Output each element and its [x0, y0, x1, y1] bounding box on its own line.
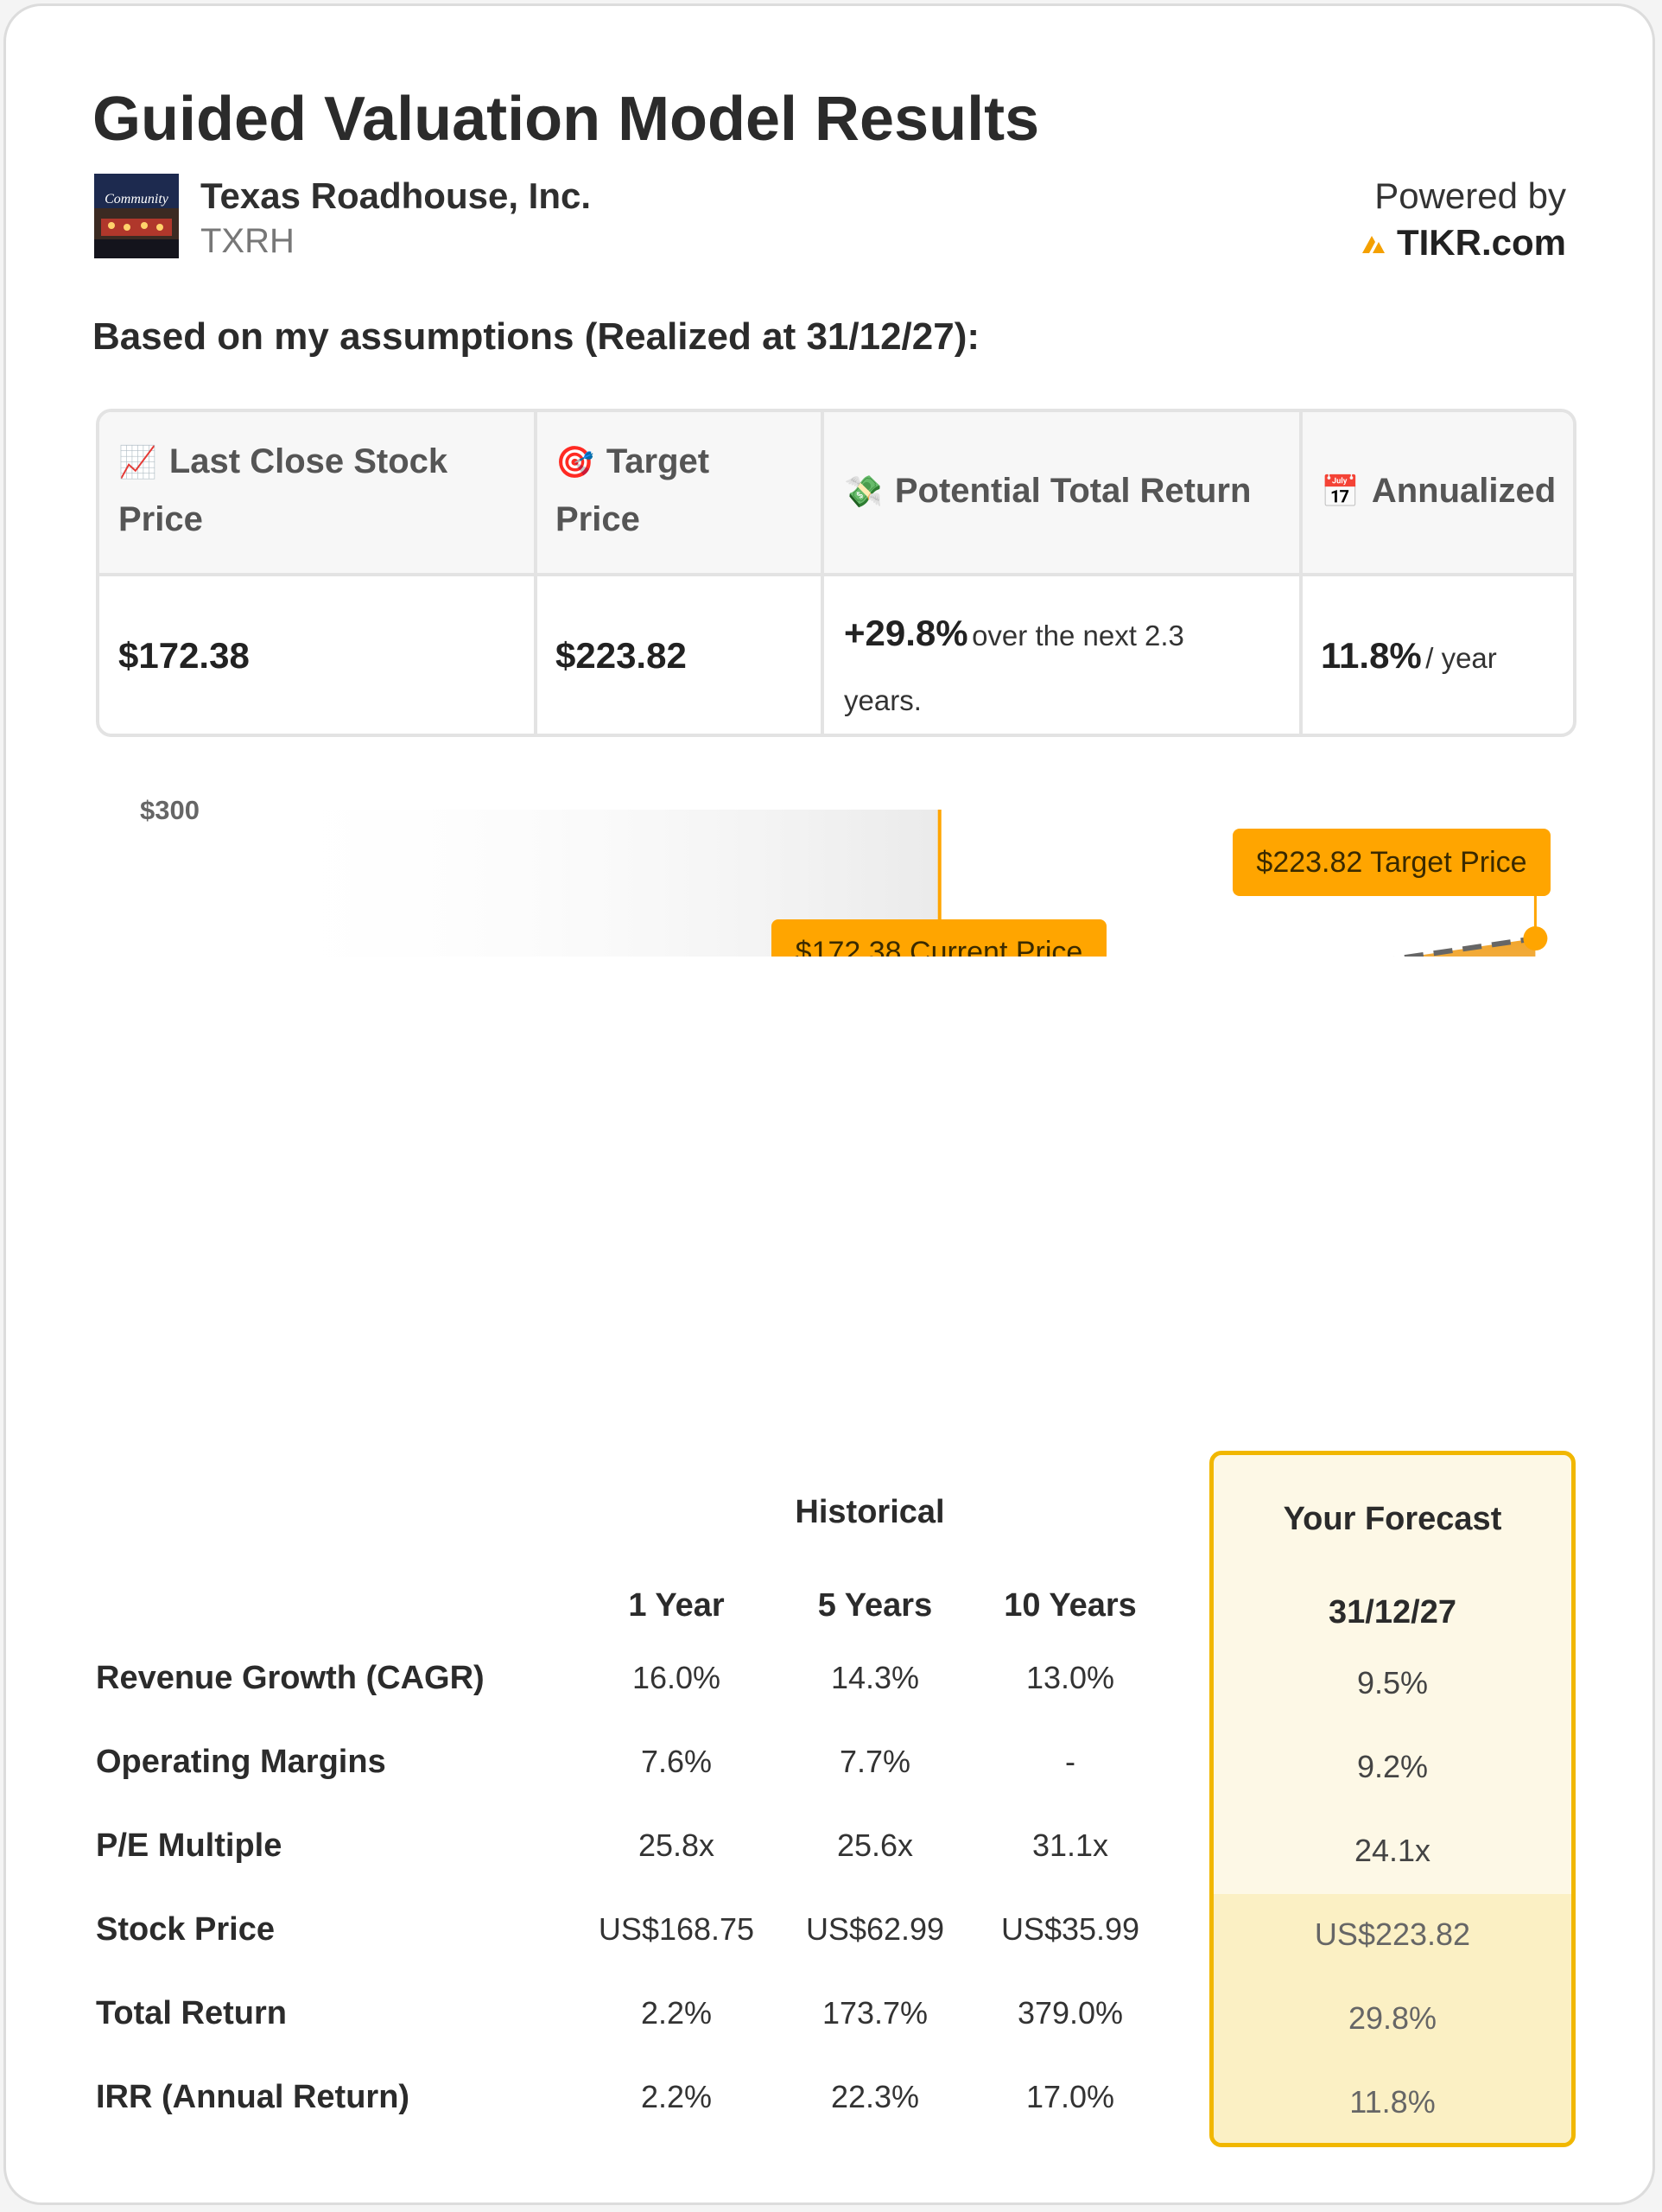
forecast-value: 11.8% — [1349, 2084, 1436, 2120]
historical-value: 2.2% — [640, 2079, 713, 2114]
forecast-value: 24.1x — [1354, 1833, 1431, 1868]
summary-divider — [99, 573, 1573, 576]
chart-increasing-icon: 📈 — [118, 444, 157, 480]
target-price-value: $223.82 — [555, 635, 687, 676]
brand-link[interactable]: TIKR.com — [1361, 222, 1566, 264]
summary-col-divider — [1299, 412, 1303, 734]
annualized-value: 11.8% / year — [1321, 635, 1497, 676]
forecast-value: US$223.82 — [1314, 1916, 1471, 1952]
row-label: Stock Price — [96, 1911, 275, 1948]
summary-col-divider — [821, 412, 824, 734]
row-label: Revenue Growth (CAGR) — [96, 1660, 485, 1696]
assumptions-subtitle: Based on my assumptions (Realized at 31/… — [92, 315, 980, 358]
forecast-value: 9.2% — [1356, 1749, 1429, 1784]
historical-value: - — [1065, 1744, 1075, 1779]
forecast-price-line — [1393, 936, 1536, 957]
historical-value: US$168.75 — [598, 1911, 755, 1947]
row-label: Total Return — [96, 1995, 287, 2031]
historical-value: US$62.99 — [805, 1911, 945, 1947]
summary-table: 📈 Last Close Stock Price 🎯 Target Price 💸 P… — [96, 409, 1576, 737]
summary-header-row — [99, 412, 1573, 573]
price-chart: $172.38 Current Price $223.82 Target Pric… — [140, 795, 1551, 957]
historical-value: 173.7% — [821, 1995, 929, 2031]
logo-text: Community — [105, 192, 169, 207]
forecast-value: 9.5% — [1356, 1665, 1429, 1700]
current-price-callout — [771, 919, 1107, 957]
summary-col-divider — [534, 412, 537, 734]
target-price-callout — [1233, 829, 1551, 896]
company-logo: Community — [94, 174, 179, 258]
row-label: Operating Margins — [96, 1744, 386, 1780]
historical-value: 7.6% — [640, 1744, 713, 1779]
calendar-icon: 📅 — [1321, 474, 1360, 509]
historical-value: 17.0% — [1025, 2079, 1115, 2114]
row-label: IRR (Annual Return) — [96, 2079, 410, 2115]
y-axis-tick: $300 — [140, 795, 200, 825]
forecast-header: Your Forecast — [1283, 1501, 1502, 1537]
header-target-price: 🎯 Target Price — [555, 442, 710, 538]
target-price-point — [1523, 926, 1548, 951]
target-price-label: $223.82 Target Price — [1256, 846, 1526, 879]
brand-name: TIKR.com — [1396, 222, 1566, 263]
historical-value: 2.2% — [640, 1995, 713, 2031]
forecast-value: 29.8% — [1348, 2000, 1437, 2036]
historical-value: 22.3% — [830, 2079, 920, 2114]
forecast-lower-shade — [1214, 1894, 1571, 2143]
current-price-label: $172.38 Current Price — [796, 936, 1083, 957]
historical-value: US$35.99 — [1000, 1911, 1140, 1947]
row-label: P/E Multiple — [96, 1827, 282, 1864]
header-annualized: 📅 Annualized — [1321, 472, 1557, 510]
historical-value: 31.1x — [1031, 1827, 1109, 1863]
historical-value: 13.0% — [1025, 1660, 1115, 1695]
forecast-column — [1209, 1451, 1576, 2147]
restaurant-photo-icon: Community — [94, 174, 179, 258]
header-last-close: 📈 Last Close Stock Price — [118, 442, 448, 538]
historical-value: 14.3% — [830, 1660, 920, 1695]
ticker-symbol: TXRH — [200, 222, 295, 260]
last-close-value: $172.38 — [118, 635, 250, 676]
historical-value: 7.7% — [839, 1744, 911, 1779]
tikr-logo-icon — [1361, 236, 1385, 253]
header-total-return: 💸 Potential Total Return — [844, 472, 1252, 510]
total-return-value: +29.8% over the next 2.3 years. — [844, 613, 1184, 716]
historical-header: Historical — [795, 1494, 945, 1530]
results-card: Guided Valuation Model Results Community… — [3, 3, 1655, 2205]
historical-value: 379.0% — [1017, 1995, 1124, 2031]
company-name: Texas Roadhouse, Inc. — [200, 175, 592, 216]
target-icon: 🎯 — [555, 444, 594, 480]
forecast-date: 31/12/27 — [1329, 1594, 1456, 1630]
historical-value: 25.6x — [836, 1827, 914, 1863]
historical-value: 25.8x — [638, 1827, 715, 1863]
period-5-years: 5 Years — [817, 1587, 933, 1624]
period-10-years: 10 Years — [1004, 1587, 1137, 1624]
page-title: Guided Valuation Model Results — [92, 85, 1040, 154]
historical-value: 16.0% — [631, 1660, 721, 1695]
powered-by-label: Powered by — [1374, 175, 1566, 216]
money-wings-icon: 💸 — [844, 474, 883, 509]
period-1-year: 1 Year — [628, 1587, 725, 1624]
